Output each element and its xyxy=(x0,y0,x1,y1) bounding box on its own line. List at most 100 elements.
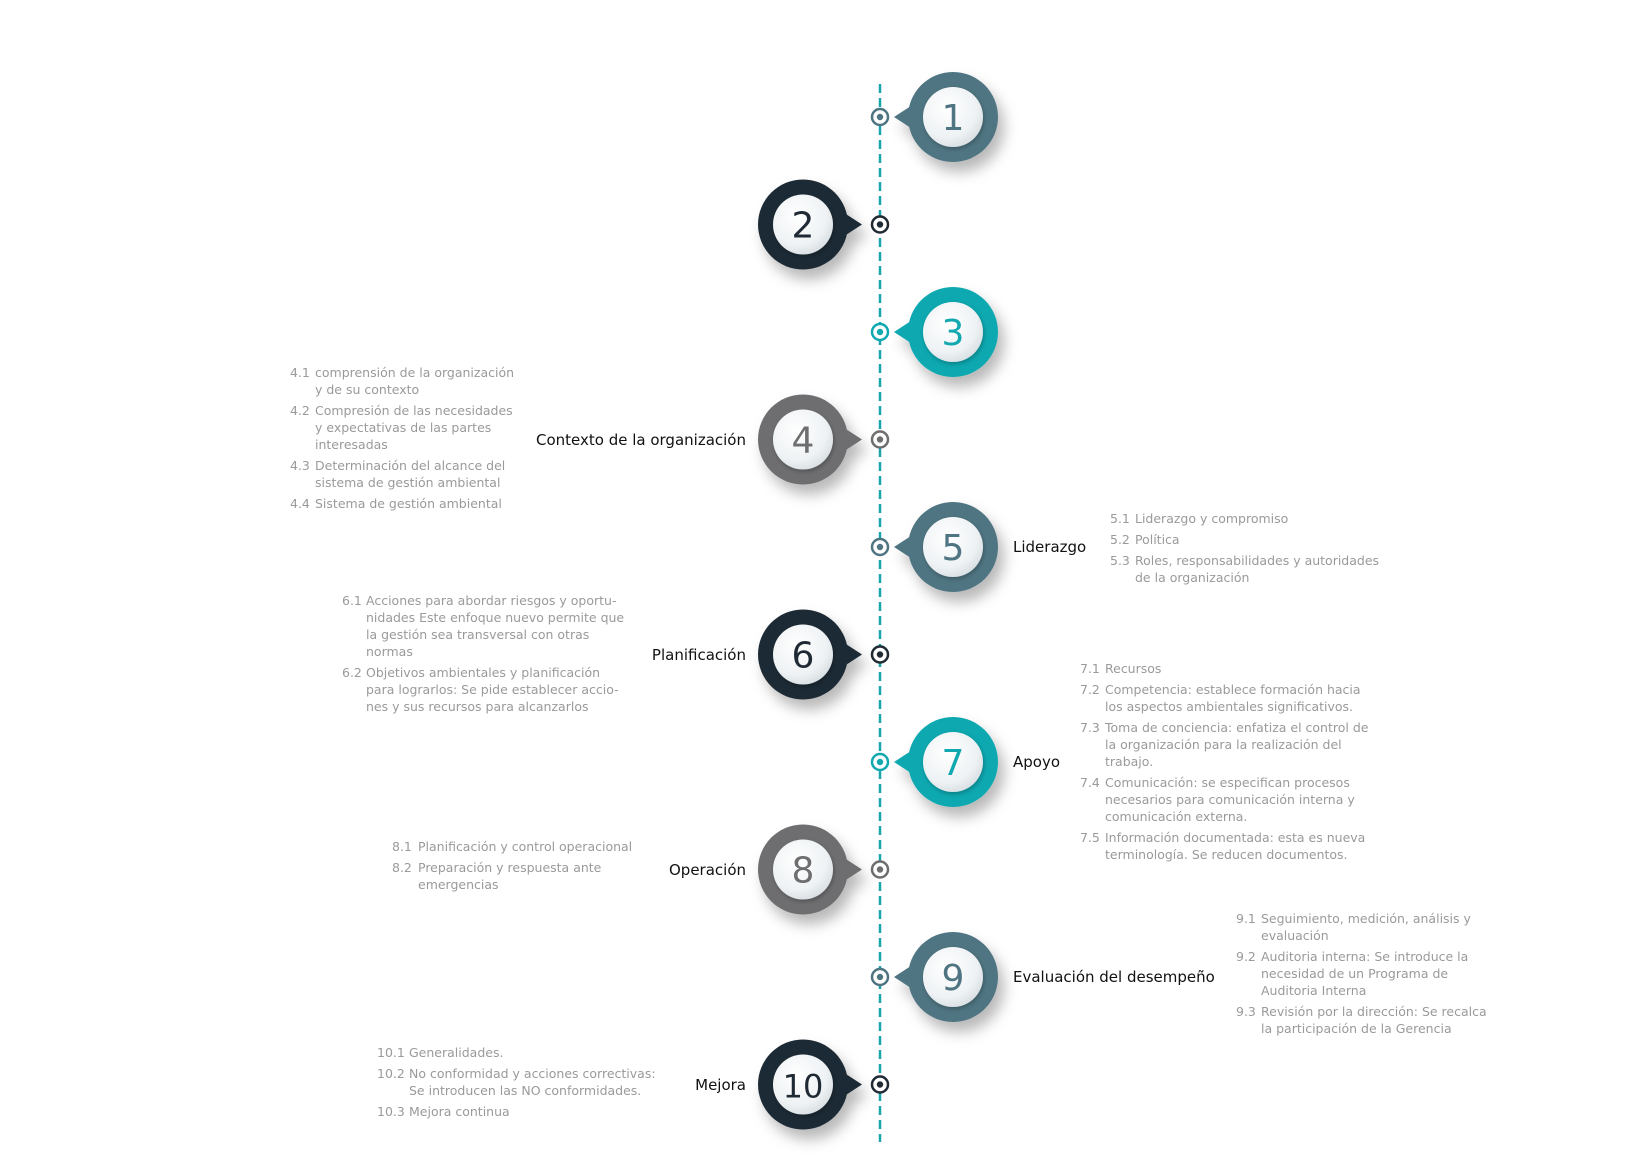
step-number-2: 2 xyxy=(792,206,815,247)
list-item: 7.1 Recursos xyxy=(1080,660,1380,677)
axis-dot-6 xyxy=(870,645,890,664)
step-5-subitems: 5.1 Liderazgo y compromiso 5.2 Política 5.3 R… xyxy=(1110,510,1390,590)
subitem-text: Preparación y respuesta ante emergencias xyxy=(418,860,602,892)
subitem-number: 4.3 xyxy=(290,458,310,473)
subitem-text: Recursos xyxy=(1105,661,1162,676)
list-item: 9.3 Revisión por la dirección: Se recalca… xyxy=(1236,1003,1496,1037)
subitem-text: Política xyxy=(1135,532,1180,547)
list-item: 5.2 Política xyxy=(1110,531,1390,548)
subitem-number: 8.2 xyxy=(392,860,412,875)
subitem-number: 6.2 xyxy=(342,665,362,680)
list-item: 6.1 Acciones para abordar riesgos y oport… xyxy=(342,592,627,660)
list-item: 5.3 Roles, responsabilidades y autoridade… xyxy=(1110,552,1390,586)
subitem-number: 8.1 xyxy=(392,839,412,854)
subitem-number: 4.4 xyxy=(290,496,310,511)
step-node-10: 10 xyxy=(758,1039,890,1130)
subitem-number: 5.2 xyxy=(1110,532,1130,547)
subitem-number: 10.3 xyxy=(377,1104,405,1119)
step-number-3: 3 xyxy=(942,313,965,354)
subitem-text: Mejora continua xyxy=(409,1104,510,1119)
list-item: 4.1 comprensión de la organización y de s… xyxy=(290,364,520,398)
subitem-text: No conformidad y acciones correctivas: S… xyxy=(409,1066,656,1098)
step-node-1: 1 xyxy=(870,72,998,162)
subitem-number: 10.1 xyxy=(377,1045,405,1060)
subitem-number: 7.4 xyxy=(1080,775,1100,790)
axis-dot-8 xyxy=(870,860,890,879)
subitem-text: Roles, responsabilidades y autoridades d… xyxy=(1135,553,1380,585)
subitem-text: Compresión de las necesidades y expectat… xyxy=(315,403,513,452)
axis-dot-1 xyxy=(870,107,890,127)
subitem-number: 7.1 xyxy=(1080,661,1100,676)
subitem-number: 9.1 xyxy=(1236,911,1256,926)
step-title-8: Operación xyxy=(668,860,746,879)
step-node-2: 2 xyxy=(758,179,890,270)
step-node-9: 9 xyxy=(870,932,998,1022)
step-number-8: 8 xyxy=(792,851,815,892)
list-item: 8.1 Planificación y control operacional xyxy=(392,838,642,855)
subitem-text: Liderazgo y compromiso xyxy=(1135,511,1289,526)
subitem-text: Comunicación: se especifican procesos ne… xyxy=(1105,775,1355,824)
axis-dot-3 xyxy=(870,322,890,342)
list-item: 7.2 Competencia: establece formación haci… xyxy=(1080,681,1380,715)
list-item: 10.1 Generalidades. xyxy=(377,1044,667,1061)
step-number-10: 10 xyxy=(783,1068,824,1106)
subitem-number: 9.3 xyxy=(1236,1004,1256,1019)
step-number-6: 6 xyxy=(792,636,815,677)
step-6-subitems: 6.1 Acciones para abordar riesgos y oport… xyxy=(342,592,627,719)
step-10-subitems: 10.1 Generalidades. 10.2 No conformidad y a… xyxy=(377,1044,667,1124)
step-node-7: 7 xyxy=(870,717,998,807)
step-node-5: 5 xyxy=(870,502,998,592)
step-node-4: 4 xyxy=(758,394,890,485)
step-number-1: 1 xyxy=(942,98,965,139)
step-title-6: Planificación xyxy=(651,645,746,664)
subitem-number: 4.2 xyxy=(290,403,310,418)
axis-dot-9 xyxy=(870,967,890,987)
step-title-9: Evaluación del desempeño xyxy=(1013,968,1215,986)
subitem-number: 9.2 xyxy=(1236,949,1256,964)
subitem-text: Planificación y control operacional xyxy=(418,839,633,854)
step-number-7: 7 xyxy=(942,743,965,784)
subitem-text: Información documentada: esta es nueva t… xyxy=(1105,830,1366,862)
list-item: 4.2 Compresión de las necesidades y expec… xyxy=(290,402,520,453)
axis-dot-2 xyxy=(870,215,890,234)
subitem-text: comprensión de la organización y de su c… xyxy=(315,365,515,397)
subitem-number: 5.1 xyxy=(1110,511,1130,526)
step-number-9: 9 xyxy=(942,958,965,999)
subitem-text: Seguimiento, medición, análisis y evalua… xyxy=(1261,911,1471,943)
step-number-4: 4 xyxy=(792,421,815,462)
step-title-4: Contexto de la organización xyxy=(536,430,746,449)
step-number-5: 5 xyxy=(942,528,965,569)
subitem-text: Sistema de gestión ambiental xyxy=(315,496,502,511)
list-item: 6.2 Objetivos ambientales y planificación… xyxy=(342,664,627,715)
subitem-number: 4.1 xyxy=(290,365,310,380)
subitem-number: 6.1 xyxy=(342,593,362,608)
step-title-5: Liderazgo xyxy=(1013,538,1087,556)
subitem-number: 7.3 xyxy=(1080,720,1100,735)
subitem-number: 10.2 xyxy=(377,1066,405,1081)
list-item: 5.1 Liderazgo y compromiso xyxy=(1110,510,1390,527)
step-9-subitems: 9.1 Seguimiento, medición, análisis y eva… xyxy=(1236,910,1496,1041)
subitem-text: Determinación del alcance del sistema de… xyxy=(315,458,506,490)
list-item: 7.5 Información documentada: esta es nuev… xyxy=(1080,829,1380,863)
subitem-text: Toma de conciencia: enfatiza el control … xyxy=(1105,720,1369,769)
step-title-10: Mejora xyxy=(695,1075,746,1094)
list-item: 4.4 Sistema de gestión ambiental xyxy=(290,495,520,512)
subitem-text: Competencia: establece formación hacia l… xyxy=(1105,682,1361,714)
step-title-7: Apoyo xyxy=(1013,753,1061,771)
subitem-number: 7.5 xyxy=(1080,830,1100,845)
step-8-subitems: 8.1 Planificación y control operacional 8.… xyxy=(392,838,642,897)
list-item: 4.3 Determinación del alcance del sistema… xyxy=(290,457,520,491)
list-item: 10.2 No conformidad y acciones correctiva… xyxy=(377,1065,667,1099)
axis-dot-7 xyxy=(870,752,890,772)
list-item: 9.1 Seguimiento, medición, análisis y eva… xyxy=(1236,910,1496,944)
subitem-text: Acciones para abordar riesgos y oportu-n… xyxy=(366,593,625,659)
subitem-text: Revisión por la dirección: Se recalca la… xyxy=(1261,1004,1487,1036)
step-node-6: 6 xyxy=(758,609,890,700)
subitem-text: Auditoria interna: Se introduce la neces… xyxy=(1261,949,1469,998)
subitem-number: 7.2 xyxy=(1080,682,1100,697)
subitem-text: Generalidades. xyxy=(409,1045,504,1060)
axis-dot-4 xyxy=(870,430,890,449)
step-node-8: 8 xyxy=(758,824,890,915)
subitem-number: 5.3 xyxy=(1110,553,1130,568)
